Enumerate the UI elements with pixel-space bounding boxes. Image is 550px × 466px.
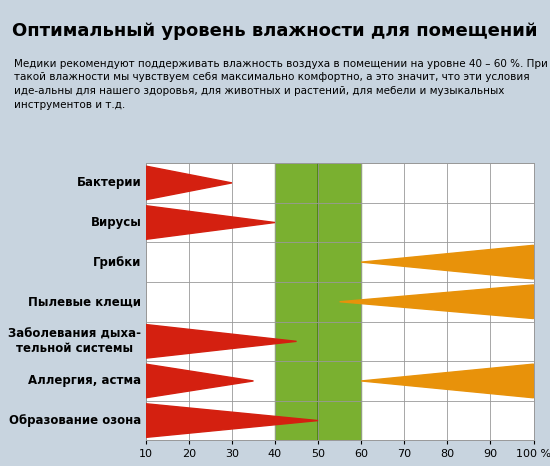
Bar bbox=[275, 163, 361, 440]
Text: Образование озона: Образование озона bbox=[9, 414, 141, 427]
Polygon shape bbox=[340, 285, 534, 319]
Polygon shape bbox=[146, 206, 275, 240]
Polygon shape bbox=[146, 364, 254, 398]
Text: Оптимальный уровень влажности для помещений: Оптимальный уровень влажности для помеще… bbox=[12, 22, 538, 40]
Polygon shape bbox=[146, 324, 296, 358]
Polygon shape bbox=[146, 404, 318, 438]
Text: Пылевые клещи: Пылевые клещи bbox=[29, 295, 141, 308]
Polygon shape bbox=[146, 166, 232, 200]
Text: Аллергия, астма: Аллергия, астма bbox=[28, 375, 141, 387]
Polygon shape bbox=[361, 364, 534, 398]
Text: Грибки: Грибки bbox=[93, 256, 141, 268]
Text: Вирусы: Вирусы bbox=[91, 216, 141, 229]
Text: Медики рекомендуют поддерживать влажность воздуха в помещении на уровне 40 – 60 : Медики рекомендуют поддерживать влажност… bbox=[14, 59, 547, 110]
Text: Бактерии: Бактерии bbox=[76, 177, 141, 189]
Text: Заболевания дыха-
тельной системы: Заболевания дыха- тельной системы bbox=[8, 327, 141, 356]
Polygon shape bbox=[361, 245, 534, 279]
